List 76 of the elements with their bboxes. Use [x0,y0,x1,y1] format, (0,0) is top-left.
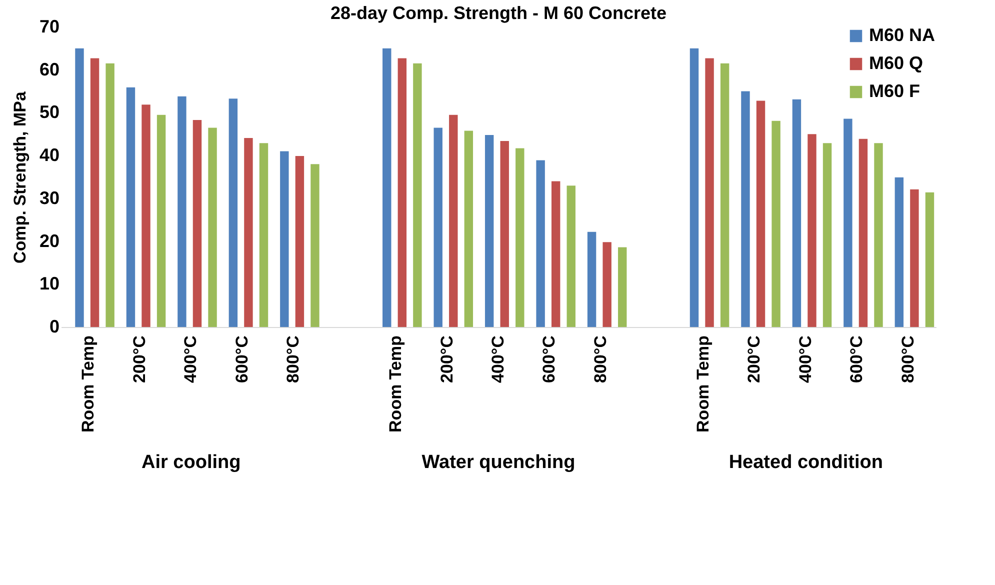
bar [792,99,802,327]
bar [192,120,202,327]
y-tick-label: 40 [39,145,60,166]
text: Water quenching [422,452,576,473]
bar [228,98,238,327]
bar [587,232,596,327]
bar [259,143,268,327]
x-tick-label: 400°C [488,336,508,383]
x-tick-label: 200°C [130,336,149,383]
bar [874,143,883,327]
y-tick-label: 0 [49,316,60,336]
bar [536,160,545,327]
bar [280,151,289,327]
x-tick-label: 800°C [284,336,303,383]
bar [602,242,612,327]
y-tick-label: 70 [39,16,60,36]
x-tick-label: 600°C [232,336,252,383]
x-tick-label: Room Temp [693,336,712,432]
x-tick-label: 600°C [847,336,866,383]
bar [449,114,458,327]
bar [566,186,576,327]
bar [142,104,150,327]
y-tick-label: 50 [39,102,60,122]
y-tick-label: 20 [39,230,60,251]
y-tick-label: 60 [39,59,60,80]
text: Air cooling [142,452,241,473]
x-tick-label: 800°C [590,336,610,383]
bar [772,120,780,327]
bar [690,48,699,327]
bar [310,164,320,327]
bar [720,63,730,327]
legend-label: M60 NA [869,25,936,45]
y-axis-title: Comp. Strength, MPa [10,91,30,264]
bar [398,58,407,327]
bar [90,58,100,327]
bar [106,63,114,327]
bar [126,87,136,327]
bar [244,138,253,327]
x-tick-label: 600°C [540,336,559,383]
bar [894,177,904,327]
bar [382,48,392,327]
bar [756,100,766,327]
bar [516,148,524,327]
bar [705,58,714,327]
bar [484,135,494,327]
bar [618,247,627,327]
y-tick-label: 10 [39,274,60,294]
x-tick-label: Room Temp [386,336,406,432]
bar [464,130,474,327]
x-tick-label: 400°C [181,336,200,383]
bar [156,114,166,327]
legend-label: M60 F [869,81,920,101]
bar [822,143,832,327]
legend-label: M60 Q [869,53,924,73]
bar [295,156,304,327]
bar [925,192,934,327]
x-tick-label: 200°C [744,336,764,383]
bar [500,141,509,327]
bar [208,128,217,327]
x-tick-label: 200°C [437,336,456,383]
bar [75,48,84,327]
x-tick-label: 400°C [796,336,815,383]
text: Heated condition [728,452,883,473]
bar [434,128,442,327]
bar [551,181,560,327]
bar [178,96,186,327]
bar [910,189,919,327]
bar [741,91,750,327]
chart-title: 28-day Comp. Strength - M 60 Concrete [330,3,667,23]
bar [413,63,422,327]
x-tick-label: Room Temp [78,336,98,432]
bar [808,134,816,327]
bar [844,118,852,327]
bar [858,138,868,327]
x-tick-label: 800°C [898,336,918,383]
y-tick-label: 30 [39,188,60,208]
